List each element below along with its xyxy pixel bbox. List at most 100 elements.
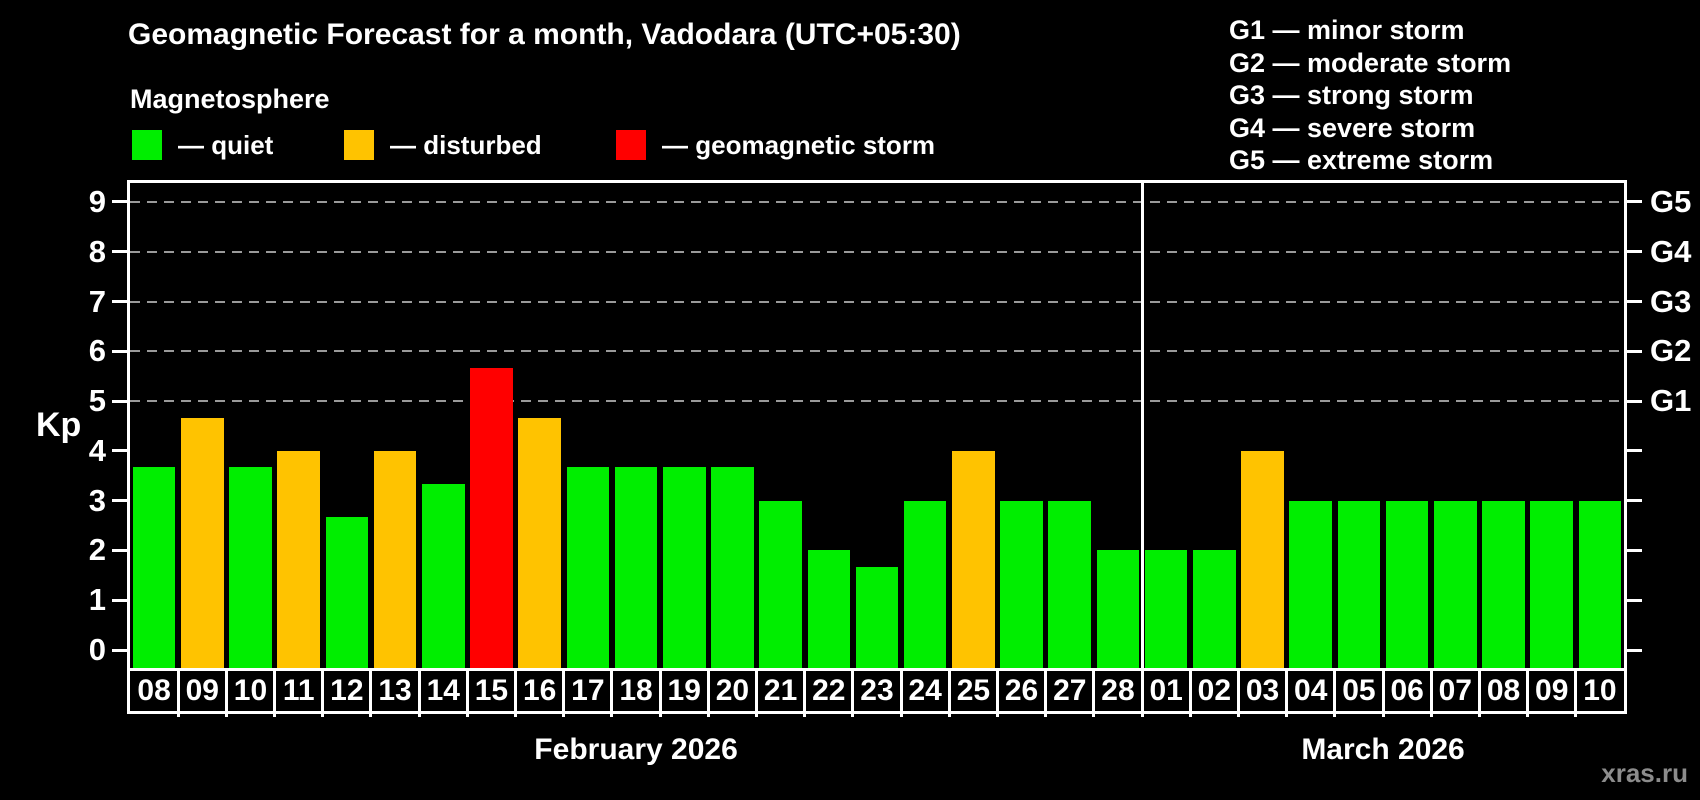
y-tick-left-1: [112, 598, 127, 602]
day-cell-separator: [1140, 668, 1144, 717]
y-tick-right-0: [1627, 648, 1642, 652]
day-cell-separator: [321, 668, 325, 717]
day-cell-separator: [1429, 668, 1433, 717]
day-label-23: 23: [860, 674, 894, 707]
day-cell-separator: [1044, 668, 1048, 717]
day-cell-separator: [1285, 668, 1289, 717]
y-tick-left-8: [112, 250, 127, 254]
day-axis-strip: [127, 668, 1627, 714]
y-tick-label-5: 5: [88, 383, 106, 419]
day-label-08: 08: [137, 674, 171, 707]
kp-bar-day-07: [1434, 500, 1477, 668]
day-cell-separator: [947, 668, 951, 717]
y-tick-left-0: [112, 648, 127, 652]
day-cell-separator: [1477, 668, 1481, 717]
chart-title: Geomagnetic Forecast for a month, Vadoda…: [128, 18, 961, 51]
kp-bar-day-10: [229, 467, 272, 668]
y-tick-right-7: [1627, 300, 1642, 304]
day-label-05: 05: [1342, 674, 1376, 707]
day-label-09: 09: [1535, 674, 1569, 707]
day-label-09: 09: [185, 674, 219, 707]
day-label-15: 15: [474, 674, 509, 707]
y-tick-left-6: [112, 349, 127, 353]
day-label-04: 04: [1294, 674, 1328, 707]
kp-bar-day-08: [132, 467, 176, 668]
y-tick-label-7: 7: [88, 283, 106, 319]
day-label-19: 19: [667, 674, 701, 707]
kp-bar-day-05: [1337, 500, 1381, 668]
gridline-G5: [130, 200, 1624, 203]
day-cell-separator: [1092, 668, 1096, 717]
y-tick-left-3: [112, 499, 127, 503]
storm-color-swatch: [616, 130, 646, 160]
legend-item-disturbed: — disturbed: [344, 129, 542, 161]
right-axis-label-G5: G5: [1650, 183, 1692, 219]
kp-bar-day-09: [180, 417, 224, 668]
day-cell-separator: [514, 668, 518, 717]
day-label-07: 07: [1438, 674, 1472, 707]
day-label-24: 24: [908, 674, 942, 707]
kp-bar-day-22: [807, 550, 851, 668]
day-label-06: 06: [1390, 674, 1424, 707]
kp-bar-day-23: [855, 566, 899, 668]
day-label-03: 03: [1245, 674, 1280, 707]
chart-subtitle: Magnetosphere: [130, 84, 330, 114]
g5-legend-line: G5 — extreme storm: [1229, 145, 1494, 175]
kp-bar-day-03: [1241, 450, 1284, 668]
day-label-11: 11: [282, 674, 315, 707]
day-cell-separator: [562, 668, 566, 717]
right-axis-label-G1: G1: [1650, 383, 1692, 419]
day-label-25: 25: [956, 674, 991, 707]
g2-legend-line: G2 — moderate storm: [1229, 47, 1512, 78]
day-cell-separator: [1333, 668, 1337, 717]
kp-bar-day-15: [470, 367, 513, 668]
day-cell-separator: [755, 668, 759, 717]
day-label-27: 27: [1053, 674, 1087, 707]
watermark: xras.ru: [1601, 758, 1688, 788]
kp-bar-day-19: [662, 467, 706, 668]
day-cell-separator: [1574, 668, 1578, 717]
day-cell-separator: [995, 668, 999, 717]
legend-label-storm: — geomagnetic storm: [662, 129, 936, 160]
day-cell-separator: [417, 668, 421, 717]
y-tick-left-2: [112, 548, 127, 552]
y-tick-left-5: [112, 399, 127, 403]
month-label: February 2026: [534, 733, 738, 766]
kp-bar-day-13: [373, 450, 417, 668]
y-tick-right-8: [1627, 250, 1642, 254]
y-tick-left-7: [112, 300, 127, 304]
day-cell-separator: [176, 668, 180, 717]
day-cell-separator: [465, 668, 469, 717]
y-tick-label-8: 8: [88, 233, 106, 269]
y-tick-left-4: [112, 449, 127, 453]
legend-item-quiet: — quiet: [132, 129, 273, 161]
day-cell-separator: [273, 668, 277, 717]
y-tick-right-2: [1627, 548, 1642, 552]
kp-bar-day-17: [566, 467, 610, 668]
y-tick-right-4: [1627, 449, 1642, 453]
gridline-G2: [130, 350, 1624, 353]
kp-bar-day-20: [711, 467, 754, 668]
right-axis-label-G4: G4: [1650, 233, 1692, 269]
day-cell-separator: [1526, 668, 1530, 717]
y-tick-label-1: 1: [88, 582, 106, 618]
day-label-21: 21: [763, 674, 798, 707]
kp-bar-day-11: [277, 450, 320, 668]
legend-label-quiet: — quiet: [178, 129, 274, 160]
kp-bar-day-21: [759, 500, 802, 668]
kp-bar-day-18: [614, 467, 658, 668]
day-label-14: 14: [426, 674, 460, 707]
kp-bar-day-02: [1193, 550, 1236, 668]
right-axis-label-G2: G2: [1650, 333, 1692, 369]
kp-bar-day-04: [1289, 500, 1333, 668]
y-tick-left-9: [112, 200, 127, 204]
kp-bar-day-10: [1578, 500, 1622, 668]
y-tick-right-5: [1627, 399, 1642, 403]
day-cell-separator: [1381, 668, 1385, 717]
day-label-02: 02: [1197, 674, 1232, 707]
g4-legend-line: G4 — severe storm: [1229, 112, 1476, 143]
y-tick-label-4: 4: [88, 432, 106, 468]
y-tick-right-3: [1627, 499, 1642, 503]
kp-bar-day-24: [903, 500, 947, 668]
